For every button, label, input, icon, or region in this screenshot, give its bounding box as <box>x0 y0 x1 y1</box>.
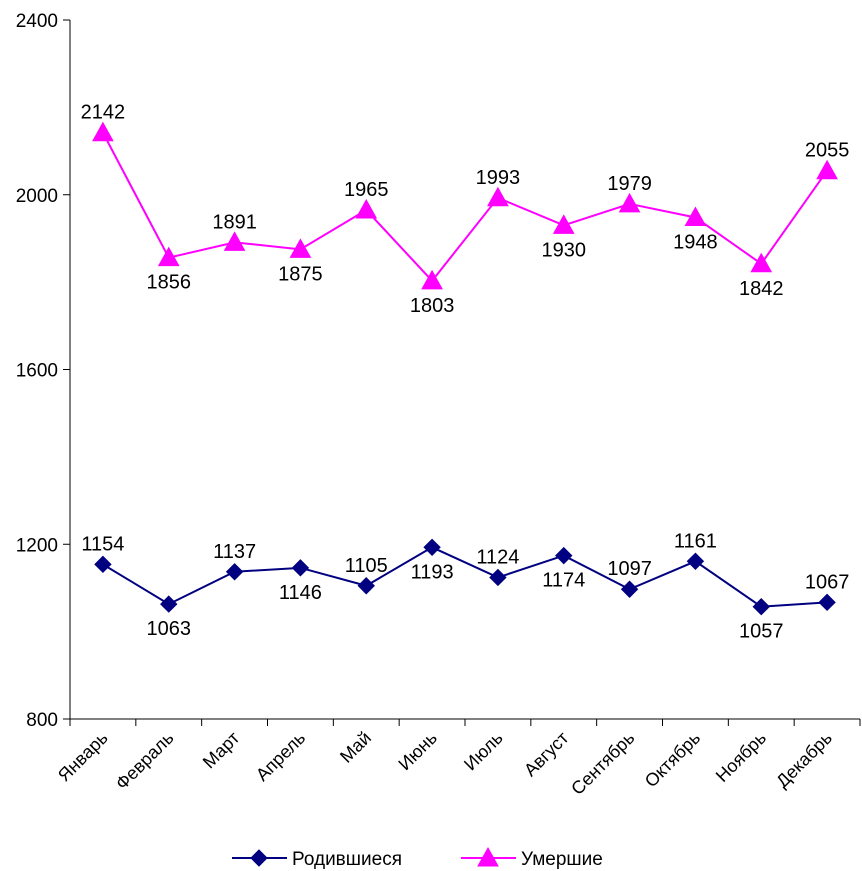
data-label: 1930 <box>542 239 587 261</box>
series-2 <box>92 121 838 290</box>
data-label: 1105 <box>345 555 388 577</box>
x-tick-label: Август <box>520 728 572 780</box>
data-point <box>816 159 838 180</box>
data-label: 1174 <box>542 570 585 592</box>
x-tick-label: Июнь <box>394 728 441 775</box>
data-point <box>487 186 509 207</box>
data-point <box>160 595 178 613</box>
data-point <box>555 546 573 565</box>
data-point <box>818 593 836 612</box>
legend-label: Умершие <box>521 849 603 870</box>
x-tick-label: Ноябрь <box>712 728 770 786</box>
legend-label: Родившиеся <box>292 849 402 870</box>
y-tick-label: 1200 <box>16 535 58 556</box>
data-label: 1875 <box>278 263 323 285</box>
data-point <box>291 559 310 577</box>
y-tick-label: 1600 <box>16 361 58 382</box>
data-point <box>92 121 114 142</box>
x-tick-label: Май <box>336 728 375 767</box>
data-label: 1948 <box>673 231 718 253</box>
data-point <box>223 231 246 251</box>
data-label: 1146 <box>279 582 322 604</box>
data-point <box>684 206 707 226</box>
data-label: 1993 <box>476 167 521 189</box>
x-tick-label: Декабрь <box>772 728 836 792</box>
series-line <box>102 546 828 608</box>
data-label: 1057 <box>739 621 784 643</box>
data-label: 1891 <box>212 211 257 233</box>
data-label: 1965 <box>344 179 389 201</box>
x-tick-label: Октябрь <box>641 728 704 791</box>
data-point <box>752 598 770 616</box>
data-label: 1979 <box>607 173 652 195</box>
data-point <box>357 577 375 595</box>
axes: 800 1200 1600 2000 2400 Январь Февраль Март Апре… <box>16 11 861 799</box>
data-label: 1063 <box>147 618 192 640</box>
legend-marker <box>250 849 268 867</box>
data-point <box>489 568 507 587</box>
data-label: 2142 <box>81 102 126 124</box>
data-point <box>750 252 773 273</box>
series-layer <box>92 121 838 616</box>
data-label: 1137 <box>213 541 256 563</box>
series-line <box>102 132 828 283</box>
x-tick-label: Январь <box>54 728 112 786</box>
data-label: 2055 <box>805 140 850 162</box>
x-tick-label: Февраль <box>112 728 178 794</box>
data-point <box>552 214 575 234</box>
data-point <box>157 246 180 267</box>
data-label: 1842 <box>739 278 784 300</box>
data-label: 1161 <box>674 530 717 552</box>
data-point <box>289 238 312 258</box>
data-label: 1067 <box>805 571 850 593</box>
data-label: 1154 <box>81 533 124 555</box>
data-label: 1803 <box>410 295 455 317</box>
data-label: 1124 <box>476 546 519 568</box>
data-label: 1193 <box>411 561 454 583</box>
data-point <box>618 192 641 213</box>
data-point <box>225 563 244 581</box>
data-label: 1097 <box>607 558 652 580</box>
y-tick-label: 2400 <box>16 11 58 32</box>
x-tick-label: Сентябрь <box>567 728 638 799</box>
legend: Родившиеся Умершие <box>232 846 603 870</box>
data-labels: 1154 1063 1137 1146 1105 1193 1124 1174 1097 1161… <box>81 102 850 643</box>
legend-marker <box>477 846 499 867</box>
data-point <box>355 199 378 219</box>
data-point <box>94 555 112 574</box>
data-label: 1856 <box>147 272 192 294</box>
data-point <box>686 552 705 570</box>
y-tick-label: 800 <box>26 710 58 731</box>
data-point <box>421 269 443 290</box>
data-point <box>620 580 639 598</box>
x-tick-label: Апрель <box>252 728 309 785</box>
x-tick-label: Июль <box>460 728 507 775</box>
data-point <box>423 538 441 557</box>
series-1 <box>94 538 836 616</box>
x-tick-label: Март <box>199 728 244 773</box>
y-tick-label: 2000 <box>16 186 58 207</box>
